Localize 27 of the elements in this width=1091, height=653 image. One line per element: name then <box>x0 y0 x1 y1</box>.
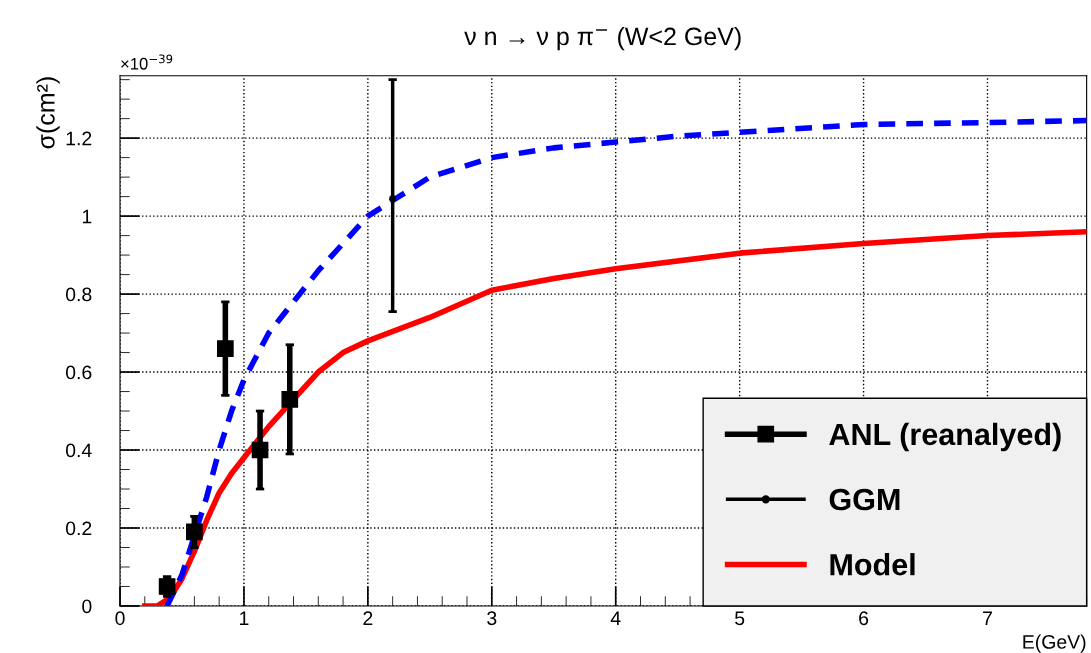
y-tick-label: 0 <box>82 599 92 614</box>
y-tick-label: 1 <box>82 209 92 224</box>
point <box>251 441 269 459</box>
x-tick-label: 0 <box>115 611 125 626</box>
legend-label: Model <box>830 553 915 576</box>
y-tick-label: 0.6 <box>65 365 92 380</box>
point <box>281 391 299 408</box>
chart-title: ν n → ν p π$^{−}$ (W<2 GeV) <box>464 26 741 51</box>
x-tick-label: 2 <box>363 611 373 625</box>
y-tick-label: 0.8 <box>65 287 92 302</box>
y-tick-label: 0.2 <box>65 521 92 536</box>
x-axis-title: E(GeV) <box>1023 634 1086 653</box>
legend-label: ANL (reanalyed) <box>829 422 1061 452</box>
y-tick-label: 0.4 <box>65 443 92 458</box>
y-axis-title: σ(cm²) <box>36 77 60 149</box>
y-tick-label: 1.2 <box>66 131 92 146</box>
text: ×10$^{−39}$ <box>121 54 173 70</box>
point <box>186 523 203 541</box>
x-tick-label: 6 <box>859 611 869 626</box>
x-tick-label: 3 <box>487 611 497 626</box>
x-tick-label: 7 <box>983 611 992 625</box>
point <box>389 195 397 203</box>
x-tick-label: 4 <box>610 611 621 625</box>
x-tick-label: 1 <box>240 611 249 625</box>
point <box>217 340 234 357</box>
legend-label: GGM <box>829 488 900 511</box>
x-tick-label: 5 <box>735 611 745 626</box>
